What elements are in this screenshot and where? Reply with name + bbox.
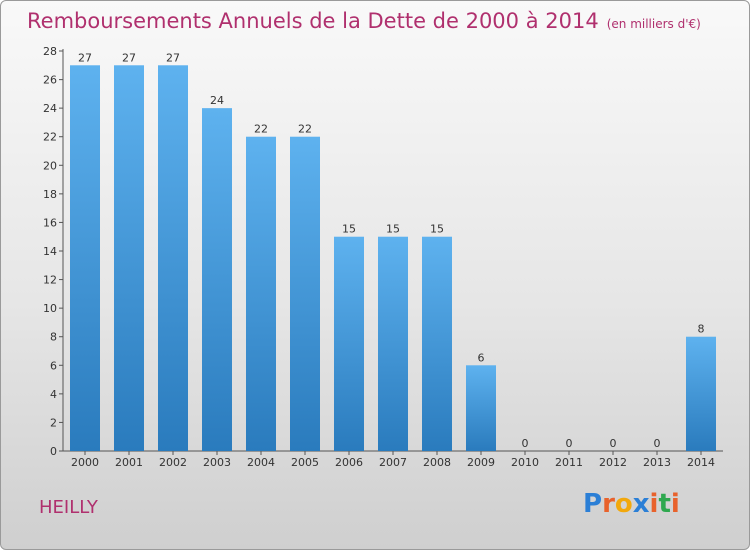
data-label: 27 — [166, 51, 180, 64]
data-label: 27 — [122, 51, 136, 64]
y-tick-label: 24 — [43, 102, 57, 115]
x-tick-label: 2007 — [379, 456, 407, 469]
chart-unit-label: (en milliers d'€) — [606, 17, 701, 31]
x-tick-label: 2014 — [687, 456, 715, 469]
data-label: 27 — [78, 51, 92, 64]
bar — [686, 336, 716, 451]
y-tick-label: 26 — [43, 74, 57, 87]
data-label: 0 — [566, 437, 573, 450]
x-tick-label: 2011 — [555, 456, 583, 469]
commune-name: HEILLY — [39, 497, 98, 518]
bar — [158, 65, 188, 452]
y-tick-label: 4 — [50, 388, 57, 401]
x-tick-label: 2004 — [247, 456, 275, 469]
x-tick-label: 2010 — [511, 456, 539, 469]
logo-letter: t — [658, 489, 671, 519]
y-tick-label: 28 — [43, 45, 57, 58]
bar — [290, 136, 320, 451]
y-tick-label: 10 — [43, 302, 57, 315]
y-tick-label: 14 — [43, 245, 57, 258]
bar — [202, 108, 232, 452]
data-label: 22 — [254, 123, 268, 136]
data-label: 0 — [610, 437, 617, 450]
x-tick-label: 2000 — [71, 456, 99, 469]
x-tick-label: 2013 — [643, 456, 671, 469]
data-label: 0 — [654, 437, 661, 450]
logo-letter: P — [583, 489, 603, 519]
data-label: 15 — [386, 223, 400, 236]
y-tick-label: 22 — [43, 131, 57, 144]
logo-letter: i — [670, 489, 680, 519]
x-tick-label: 2008 — [423, 456, 451, 469]
y-tick-label: 18 — [43, 188, 57, 201]
chart-title-text: Remboursements Annuels de la Dette de 20… — [27, 9, 599, 33]
bar — [114, 65, 144, 452]
y-tick-label: 16 — [43, 216, 57, 229]
logo-letter: r — [602, 489, 615, 519]
x-tick-label: 2001 — [115, 456, 143, 469]
logo-letter: x — [632, 489, 650, 519]
bar — [422, 236, 452, 451]
x-tick-label: 2003 — [203, 456, 231, 469]
data-label: 24 — [210, 94, 224, 107]
proxiti-logo: Proxiti — [583, 489, 680, 519]
logo-letter: o — [614, 489, 633, 519]
y-tick-label: 20 — [43, 159, 57, 172]
bar — [378, 236, 408, 451]
data-label: 0 — [522, 437, 529, 450]
x-tick-label: 2005 — [291, 456, 319, 469]
y-tick-label: 0 — [50, 445, 57, 458]
x-tick-label: 2002 — [159, 456, 187, 469]
data-label: 15 — [342, 223, 356, 236]
x-tick-label: 2009 — [467, 456, 495, 469]
chart-title: Remboursements Annuels de la Dette de 20… — [27, 9, 701, 33]
y-tick-label: 12 — [43, 274, 57, 287]
y-tick-label: 6 — [50, 359, 57, 372]
bar — [334, 236, 364, 451]
data-label: 15 — [430, 223, 444, 236]
data-label: 8 — [698, 323, 705, 336]
bar — [246, 136, 276, 451]
x-tick-label: 2006 — [335, 456, 363, 469]
data-label: 22 — [298, 123, 312, 136]
bar — [466, 365, 496, 451]
data-label: 6 — [478, 351, 485, 364]
bar — [70, 65, 100, 452]
y-tick-label: 8 — [50, 331, 57, 344]
x-tick-label: 2012 — [599, 456, 627, 469]
y-tick-label: 2 — [50, 416, 57, 429]
logo-letter: i — [649, 489, 659, 519]
